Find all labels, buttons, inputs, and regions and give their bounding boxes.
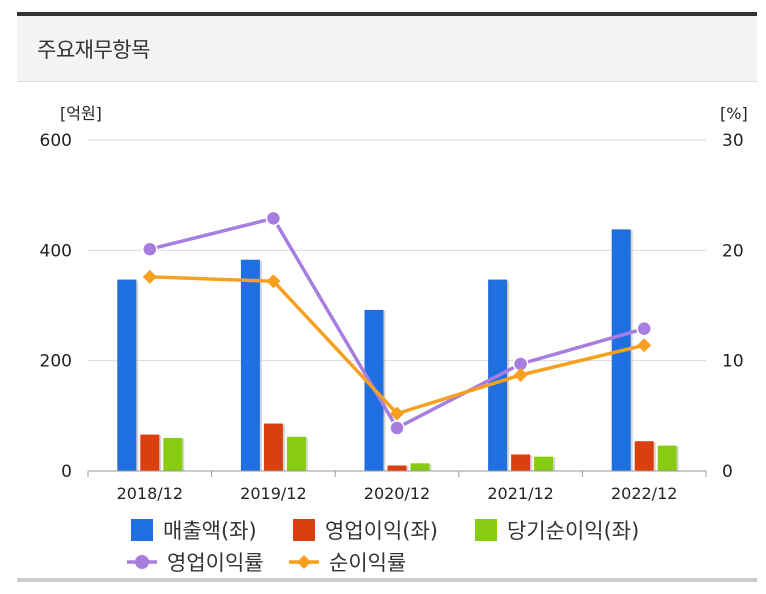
bar-당기순이익(좌) (410, 463, 430, 471)
legend-item[interactable]: 매출액(좌) (131, 519, 257, 543)
legend-label: 매출액(좌) (163, 519, 257, 543)
legend-label: 당기순이익(좌) (507, 519, 639, 543)
right-tick-label: 0 (722, 462, 733, 482)
right-tick-label: 30 (722, 131, 744, 151)
category-label: 2018/12 (117, 484, 183, 503)
axes: 0 200 400 600 0 10 20 30 [억원] [%] 2018/12 2019/12 20… (40, 104, 748, 503)
point-순이익률 (390, 406, 404, 421)
point-순이익률 (266, 274, 281, 289)
point-영업이익률 (265, 210, 282, 227)
right-unit-label: [%] (720, 104, 748, 123)
legend-item[interactable]: 당기순이익(좌) (475, 519, 639, 543)
category-label: 2022/12 (611, 484, 677, 503)
point-순이익률 (637, 338, 652, 353)
legend-swatch (293, 519, 315, 541)
panel-title: 주요재무항목 (37, 38, 150, 62)
left-tick-label: 600 (40, 131, 72, 151)
bottom-rule (17, 578, 757, 582)
bar-group (117, 229, 679, 471)
left-tick-label: 0 (61, 462, 72, 482)
legend-marker (297, 555, 311, 569)
point-영업이익률 (636, 320, 652, 337)
bar-당기순이익(좌) (286, 436, 306, 471)
legend-item[interactable]: 순이익률 (289, 551, 406, 575)
right-tick-label: 10 (722, 352, 744, 372)
point-영업이익률 (142, 241, 158, 257)
left-tick-label: 400 (40, 241, 72, 261)
bar-영업이익(좌) (263, 423, 283, 471)
category-label: 2019/12 (240, 484, 306, 503)
line-group (142, 210, 652, 436)
category-label: 2021/12 (487, 484, 553, 503)
left-unit-label: [억원] (60, 104, 102, 123)
bar-영업이익(좌) (634, 441, 654, 471)
bar-당기순이익(좌) (163, 437, 183, 471)
point-순이익률 (513, 368, 528, 383)
legend-swatch (131, 519, 153, 541)
bar-당기순이익(좌) (657, 445, 677, 471)
legend-item[interactable]: 영업이익률 (127, 551, 264, 575)
line-영업이익률 (149, 216, 645, 430)
financial-panel: 주요재무항목 (17, 12, 757, 582)
right-tick-label: 20 (722, 241, 744, 261)
bar-영업이익(좌) (387, 465, 407, 471)
grid-lines (88, 139, 706, 362)
category-label: 2020/12 (364, 484, 430, 503)
legend[interactable]: 매출액(좌) 영업이익(좌) 당기순이익(좌) 영업이익률 순이익률 (127, 519, 639, 575)
line-순이익률 (149, 275, 645, 416)
bar-매출액(좌) (117, 279, 137, 471)
legend-label: 순이익률 (329, 551, 406, 575)
bar-영업이익(좌) (140, 434, 160, 471)
panel-header: 주요재무항목 (17, 16, 757, 82)
point-영업이익률 (389, 420, 405, 436)
legend-swatch (475, 519, 497, 541)
point-순이익률 (142, 269, 157, 284)
left-tick-label: 200 (40, 352, 72, 372)
legend-label: 영업이익(좌) (325, 519, 438, 543)
legend-item[interactable]: 영업이익(좌) (293, 519, 438, 543)
legend-label: 영업이익률 (167, 551, 264, 575)
bar-매출액(좌) (240, 259, 260, 471)
bar-영업이익(좌) (511, 454, 531, 471)
bar-당기순이익(좌) (534, 456, 554, 471)
top-rule (17, 12, 757, 16)
legend-marker (135, 555, 149, 569)
